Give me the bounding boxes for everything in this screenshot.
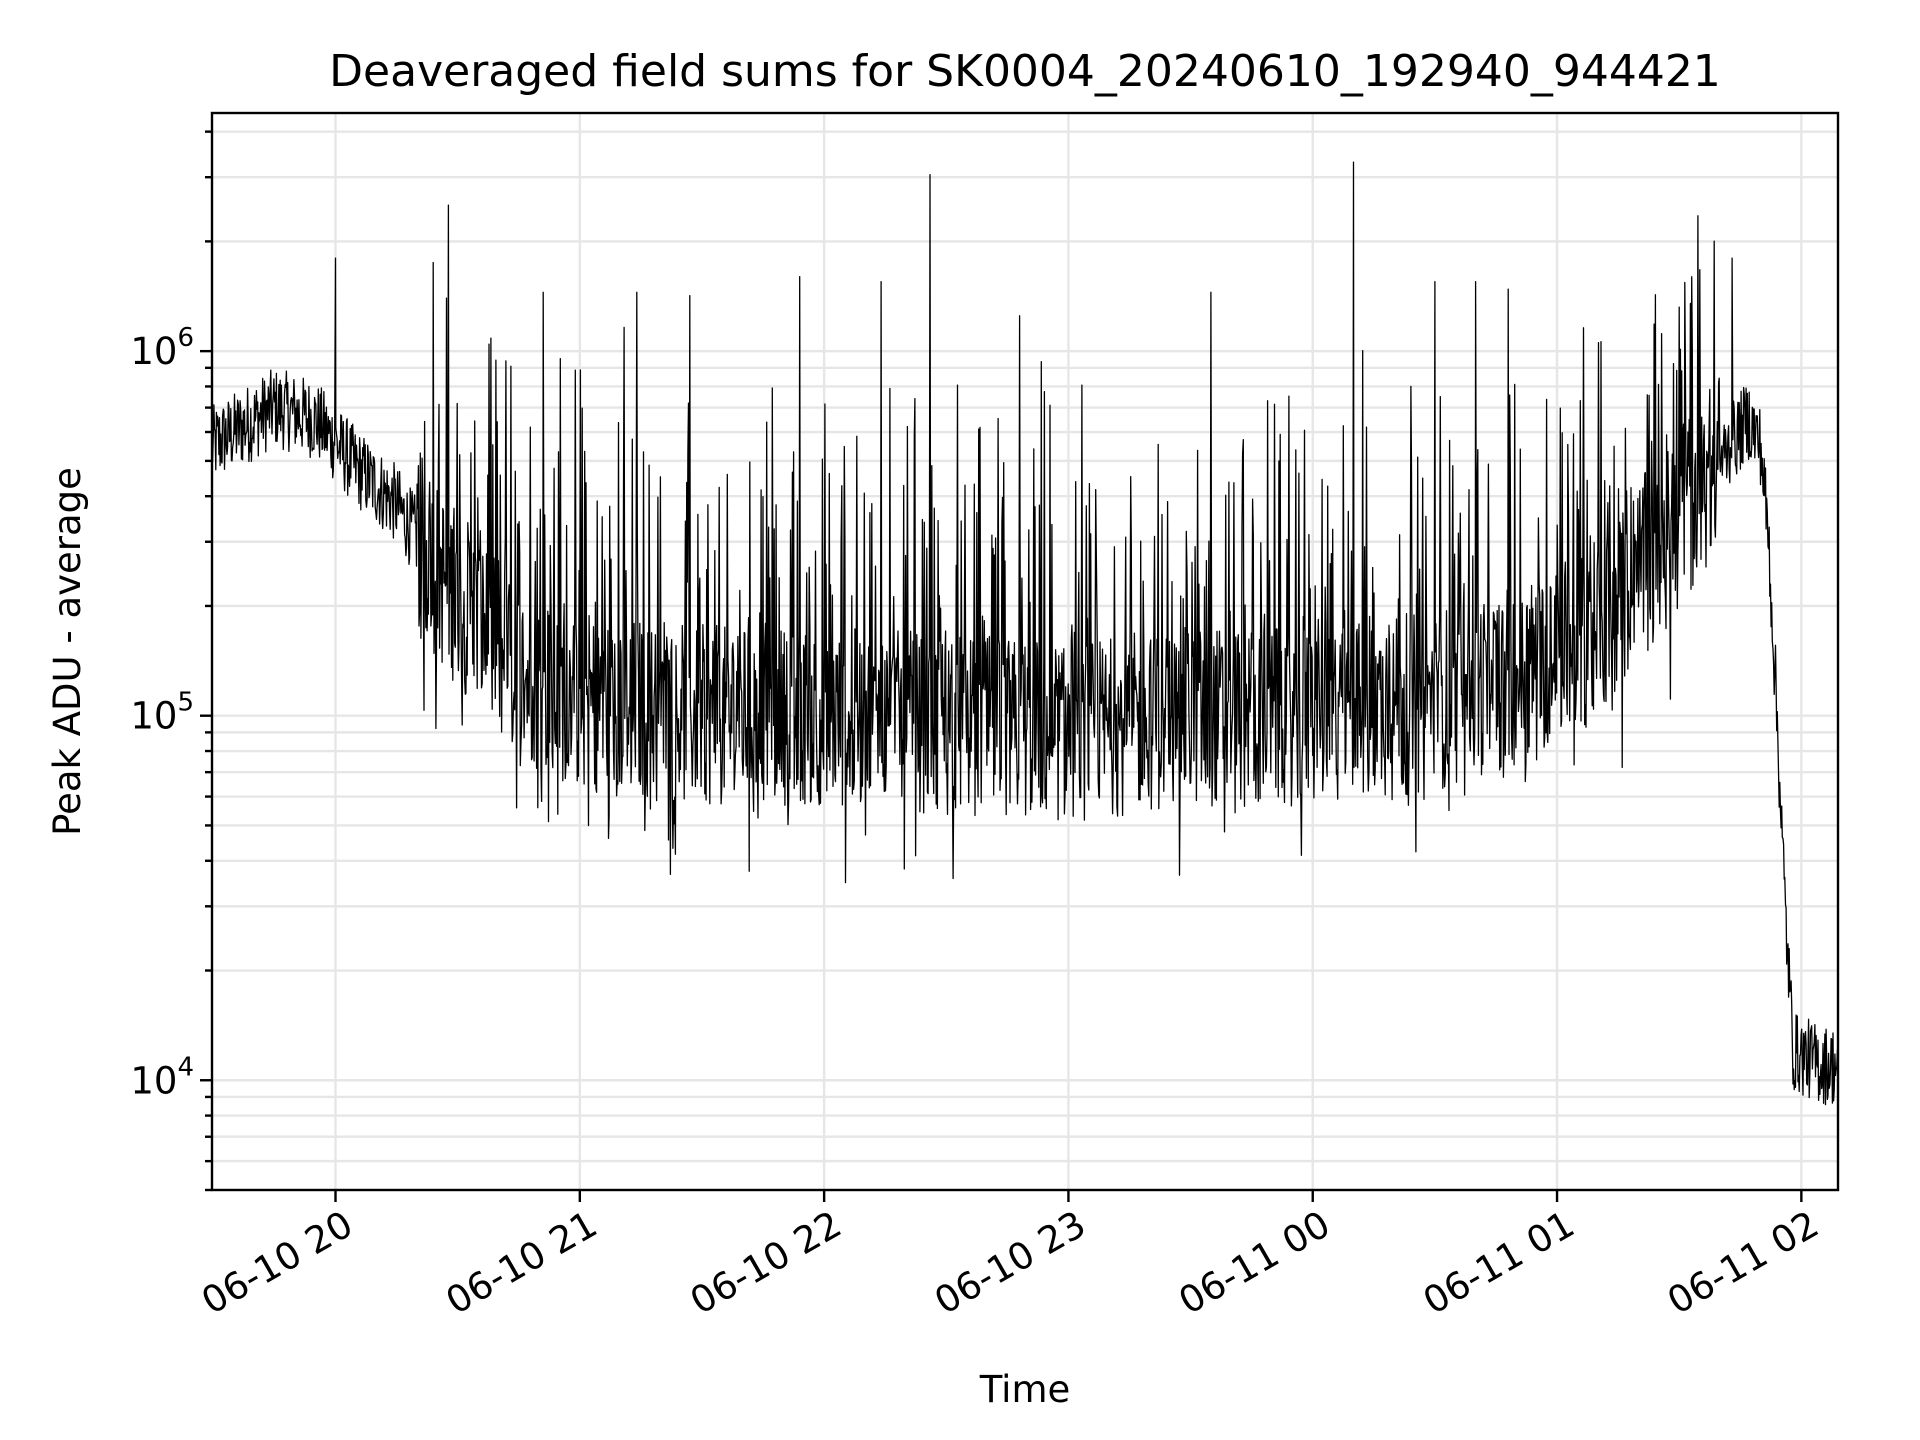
y-tick-label: 105 <box>130 688 194 738</box>
chart-title: Deaveraged field sums for SK0004_2024061… <box>329 46 1721 97</box>
x-axis-label: Time <box>979 1368 1071 1411</box>
plot-frame <box>210 111 1840 1192</box>
y-axis-label: Peak ADU - average <box>46 467 89 836</box>
y-tick-exponent: 5 <box>177 688 194 718</box>
series-layer <box>211 161 1839 1106</box>
y-tick-base: 10 <box>130 330 177 373</box>
y-tick-label: 106 <box>130 323 194 373</box>
y-tick-exponent: 6 <box>177 323 194 353</box>
y-tick-label: 104 <box>130 1052 194 1102</box>
y-tick-base: 10 <box>130 1059 177 1102</box>
y-tick-base: 10 <box>130 695 177 738</box>
y-tick-exponent: 4 <box>177 1052 194 1082</box>
series-line <box>211 161 1839 1106</box>
